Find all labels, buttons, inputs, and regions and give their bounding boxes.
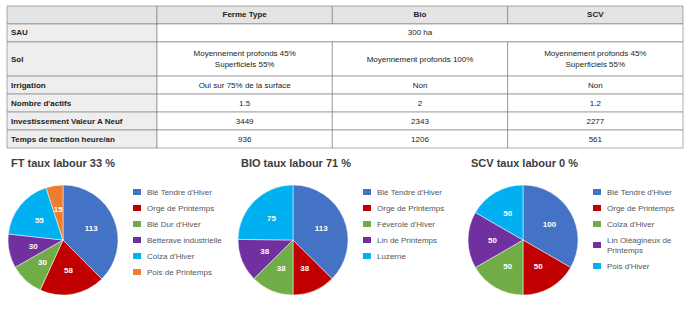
svg-text:BIO taux labour 71 %: BIO taux labour 71 % bbox=[241, 157, 351, 169]
svg-text:Blé Tendre d'Hiver: Blé Tendre d'Hiver bbox=[607, 188, 672, 197]
svg-text:113: 113 bbox=[85, 224, 98, 233]
svg-text:Non: Non bbox=[588, 81, 603, 90]
svg-text:113: 113 bbox=[315, 224, 328, 233]
svg-text:2343: 2343 bbox=[411, 117, 429, 126]
svg-text:Lin Oléagineux de: Lin Oléagineux de bbox=[607, 236, 674, 245]
svg-text:100: 100 bbox=[543, 220, 557, 229]
svg-text:Luzerne: Luzerne bbox=[377, 252, 406, 261]
svg-text:Ferme Type: Ferme Type bbox=[223, 10, 268, 19]
svg-text:SCV: SCV bbox=[587, 10, 604, 19]
svg-text:Sol: Sol bbox=[11, 55, 23, 64]
svg-text:3449: 3449 bbox=[236, 117, 254, 126]
svg-text:75: 75 bbox=[267, 214, 276, 223]
svg-text:Orge de Printemps: Orge de Printemps bbox=[377, 204, 444, 213]
svg-text:Superficiels 55%: Superficiels 55% bbox=[566, 60, 626, 69]
svg-text:Orge de Printemps: Orge de Printemps bbox=[147, 204, 214, 213]
svg-text:300 ha: 300 ha bbox=[408, 28, 433, 37]
svg-text:38: 38 bbox=[300, 264, 309, 273]
svg-text:Betterave industrielle: Betterave industrielle bbox=[147, 236, 222, 245]
svg-text:Colza d'Hiver: Colza d'Hiver bbox=[147, 252, 195, 261]
svg-text:50: 50 bbox=[503, 262, 512, 271]
svg-text:Superficiels 55%: Superficiels 55% bbox=[215, 60, 275, 69]
svg-text:Blé Dur d'Hiver: Blé Dur d'Hiver bbox=[147, 220, 201, 229]
svg-text:50: 50 bbox=[503, 209, 512, 218]
svg-text:Moyennement profonds 100%: Moyennement profonds 100% bbox=[367, 55, 474, 64]
svg-text:Orge de Printemps: Orge de Printemps bbox=[607, 204, 674, 213]
svg-text:1.5: 1.5 bbox=[239, 99, 251, 108]
svg-text:Temps de traction heure/an: Temps de traction heure/an bbox=[11, 135, 115, 144]
svg-text:Non: Non bbox=[413, 81, 428, 90]
svg-text:Moyennement profonds 45%: Moyennement profonds 45% bbox=[544, 49, 646, 58]
svg-text:Bio: Bio bbox=[414, 10, 427, 19]
svg-text:30: 30 bbox=[38, 258, 47, 267]
svg-text:936: 936 bbox=[238, 135, 252, 144]
svg-text:Lin de Printemps: Lin de Printemps bbox=[377, 236, 437, 245]
svg-text:Nombre d'actifs: Nombre d'actifs bbox=[11, 99, 72, 108]
svg-text:38: 38 bbox=[260, 247, 269, 256]
svg-text:1.2: 1.2 bbox=[590, 99, 602, 108]
svg-text:Blé Tendre d'Hiver: Blé Tendre d'Hiver bbox=[377, 188, 442, 197]
svg-text:50: 50 bbox=[534, 262, 543, 271]
svg-text:2277: 2277 bbox=[586, 117, 604, 126]
svg-text:Pois de Printemps: Pois de Printemps bbox=[147, 268, 212, 277]
svg-text:Féverole d'Hiver: Féverole d'Hiver bbox=[377, 220, 435, 229]
svg-text:SAU: SAU bbox=[11, 28, 28, 37]
svg-text:55: 55 bbox=[35, 216, 44, 225]
svg-text:Colza d'Hiver: Colza d'Hiver bbox=[607, 220, 655, 229]
svg-text:Investissement Valeur A Neuf: Investissement Valeur A Neuf bbox=[11, 117, 123, 126]
svg-text:SCV taux labour 0 %: SCV taux labour 0 % bbox=[471, 157, 578, 169]
svg-text:561: 561 bbox=[589, 135, 603, 144]
svg-text:Blé Tendre d'Hiver: Blé Tendre d'Hiver bbox=[147, 188, 212, 197]
svg-text:Irrigation: Irrigation bbox=[11, 81, 46, 90]
svg-text:58: 58 bbox=[64, 266, 73, 275]
svg-text:Printemps: Printemps bbox=[607, 246, 643, 255]
svg-text:15: 15 bbox=[54, 205, 63, 214]
svg-text:38: 38 bbox=[277, 264, 286, 273]
svg-text:2: 2 bbox=[418, 99, 423, 108]
svg-text:Pois d'Hiver: Pois d'Hiver bbox=[607, 262, 650, 271]
svg-text:1206: 1206 bbox=[411, 135, 429, 144]
svg-text:50: 50 bbox=[488, 236, 497, 245]
svg-text:30: 30 bbox=[29, 242, 38, 251]
svg-text:Moyennement profonds 45%: Moyennement profonds 45% bbox=[194, 49, 296, 58]
svg-text:FT taux labour 33 %: FT taux labour 33 % bbox=[11, 157, 115, 169]
svg-text:Oui sur 75% de la surface: Oui sur 75% de la surface bbox=[199, 81, 292, 90]
